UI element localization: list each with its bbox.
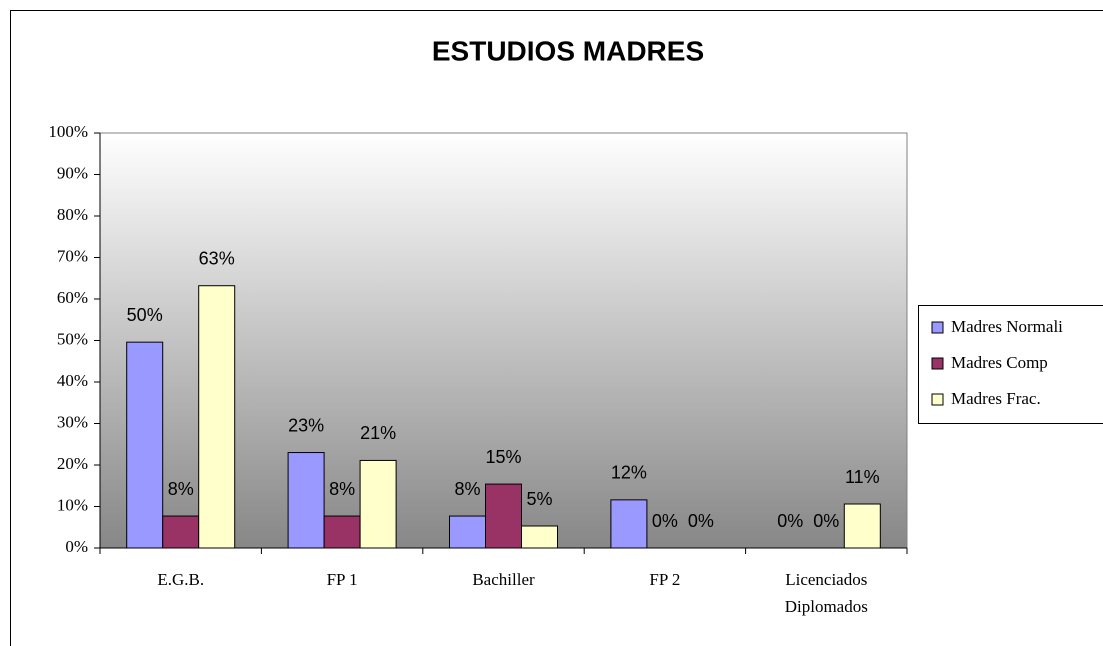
y-tick-label: 30% bbox=[57, 412, 88, 431]
data-label: 0% bbox=[777, 511, 803, 531]
y-tick-label: 40% bbox=[57, 371, 88, 390]
data-label: 11% bbox=[845, 467, 880, 487]
y-tick-label: 50% bbox=[57, 329, 88, 348]
x-tick-label: Bachiller bbox=[472, 570, 535, 589]
y-tick-label: 100% bbox=[48, 122, 88, 141]
bar bbox=[126, 341, 164, 549]
legend-swatch bbox=[931, 393, 944, 406]
legend-label: Madres Comp bbox=[951, 353, 1048, 372]
bar bbox=[610, 499, 648, 549]
data-label: 8% bbox=[329, 479, 355, 499]
y-tick-label: 90% bbox=[57, 163, 88, 182]
bar bbox=[449, 515, 486, 549]
chart-border bbox=[10, 10, 1103, 646]
bar bbox=[162, 515, 200, 549]
y-tick-label: 60% bbox=[57, 288, 88, 307]
bar bbox=[843, 503, 881, 549]
legend-box bbox=[918, 305, 1103, 424]
bar bbox=[287, 452, 325, 549]
data-label: 50% bbox=[127, 305, 163, 325]
y-tick-label: 70% bbox=[57, 246, 88, 265]
data-label: 8% bbox=[454, 479, 480, 499]
bar bbox=[359, 459, 397, 549]
legend-swatch bbox=[931, 321, 944, 334]
x-tick-label: FP 2 bbox=[649, 570, 681, 589]
x-tick-label: E.G.B. bbox=[157, 570, 205, 589]
legend-label: Madres Frac. bbox=[951, 389, 1041, 408]
bar bbox=[323, 515, 361, 549]
y-tick-label: 80% bbox=[57, 205, 88, 224]
data-label: 63% bbox=[199, 248, 235, 268]
data-label: 23% bbox=[288, 415, 324, 435]
bar bbox=[521, 525, 558, 549]
data-label: 21% bbox=[360, 423, 396, 443]
legend-swatch bbox=[931, 357, 944, 370]
data-label: 0% bbox=[652, 511, 678, 531]
data-label: 8% bbox=[168, 479, 194, 499]
data-label: 0% bbox=[688, 511, 714, 531]
data-label: 5% bbox=[526, 489, 552, 509]
data-label: 0% bbox=[813, 511, 839, 531]
y-tick-label: 20% bbox=[57, 454, 88, 473]
data-label: 12% bbox=[611, 463, 647, 483]
data-label: 15% bbox=[485, 447, 521, 467]
legend-label: Madres Normali bbox=[951, 317, 1063, 336]
y-tick-label: 0% bbox=[65, 537, 88, 556]
y-tick-label: 10% bbox=[57, 495, 88, 514]
bar bbox=[485, 483, 522, 549]
chart-title: ESTUDIOS MADRES bbox=[432, 35, 704, 66]
x-tick-label: FP 1 bbox=[326, 570, 358, 589]
x-tick-label: Licenciados Diplomados bbox=[784, 570, 868, 616]
bar bbox=[198, 285, 236, 549]
